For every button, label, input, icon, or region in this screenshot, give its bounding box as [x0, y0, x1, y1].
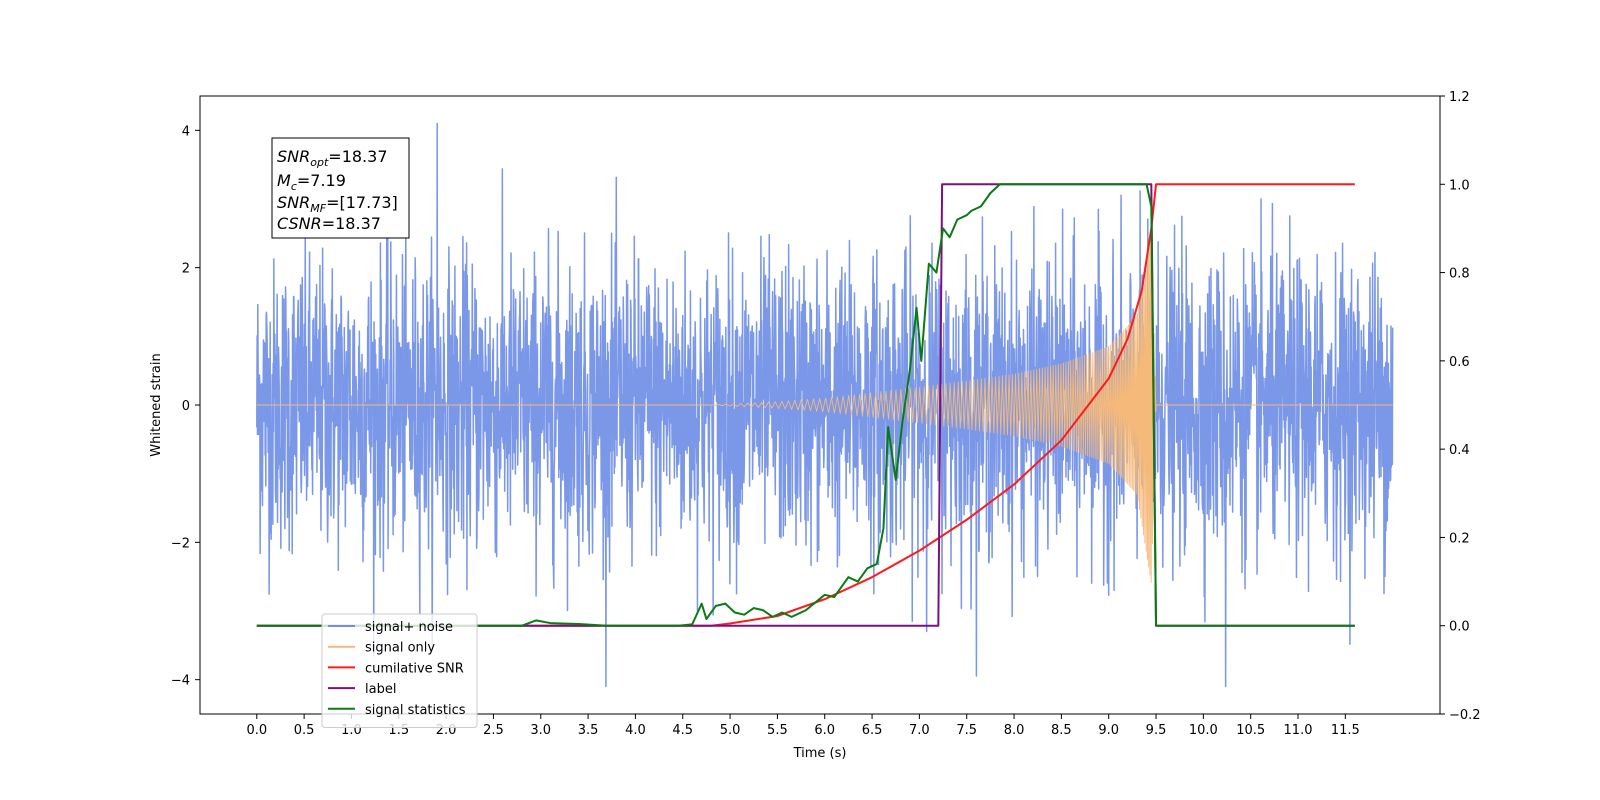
y2-tick-label: 0.0	[1449, 620, 1470, 635]
x-tick-label: 4.0	[625, 723, 646, 738]
series-signal-noise	[256, 122, 1394, 688]
x-tick-label: 0.5	[294, 723, 315, 738]
annotation-mc: Mc=7.19	[277, 171, 346, 193]
legend-label: signal statistics	[365, 703, 466, 718]
series-signal-only	[256, 230, 1393, 584]
x-tick-label: 7.5	[956, 723, 977, 738]
y-tick-label: 2	[182, 262, 190, 277]
y2-tick-label: 1.2	[1449, 90, 1470, 105]
legend-label: signal+ noise	[365, 620, 453, 635]
y-tick-label: 0	[182, 399, 190, 414]
y2-tick-label: 0.2	[1449, 531, 1470, 546]
x-tick-label: 10.5	[1236, 723, 1265, 738]
x-tick-label: 6.5	[862, 723, 883, 738]
x-tick-label: 8.0	[1004, 723, 1025, 738]
x-axis-label: Time (s)	[793, 746, 847, 761]
x-tick-label: 3.5	[578, 723, 599, 738]
y-axis-label: Whitened strain	[149, 353, 164, 456]
annotation-snr-mf: SNRMF=[17.73]	[277, 193, 398, 215]
x-tick-label: 7.0	[909, 723, 930, 738]
y2-tick-label: 1.0	[1449, 178, 1470, 193]
annotation-box: SNRopt=18.37 Mc=7.19 SNRMF=[17.73] CSNR=…	[271, 137, 410, 239]
legend-label: signal only	[365, 641, 435, 656]
x-tick-label: 9.0	[1098, 723, 1119, 738]
legend-label: cumilative SNR	[365, 661, 464, 676]
legend: signal+ noise signal only cumilative SNR la…	[321, 613, 478, 728]
y2-tick-label: −0.2	[1449, 708, 1481, 723]
x-tick-label: 11.0	[1284, 723, 1313, 738]
annotation-csnr: CSNR=18.37	[277, 214, 381, 233]
x-tick-label: 9.5	[1146, 723, 1167, 738]
legend-label: label	[365, 682, 396, 697]
y-tick-label: −2	[171, 536, 190, 551]
y2-tick-label: 0.4	[1449, 443, 1470, 458]
x-tick-label: 3.0	[530, 723, 551, 738]
x-tick-label: 5.0	[720, 723, 741, 738]
y2-tick-label: 0.6	[1449, 355, 1470, 370]
y-tick-label: 4	[182, 124, 190, 139]
x-tick-label: 8.5	[1051, 723, 1072, 738]
x-tick-label: 6.0	[814, 723, 835, 738]
x-tick-label: 2.5	[483, 723, 504, 738]
y2-tick-label: 0.8	[1449, 267, 1470, 282]
x-tick-label: 10.0	[1189, 723, 1218, 738]
series-signal-statistics	[256, 183, 1355, 627]
x-tick-label: 0.0	[246, 723, 267, 738]
x-tick-label: 5.5	[767, 723, 788, 738]
y-tick-label: −4	[171, 674, 190, 689]
series-cumilative-snr	[256, 183, 1355, 627]
x-tick-label: 11.5	[1331, 723, 1360, 738]
annotation-snr-opt: SNRopt=18.37	[277, 147, 388, 169]
x-tick-label: 4.5	[672, 723, 693, 738]
legend-box	[321, 613, 478, 728]
